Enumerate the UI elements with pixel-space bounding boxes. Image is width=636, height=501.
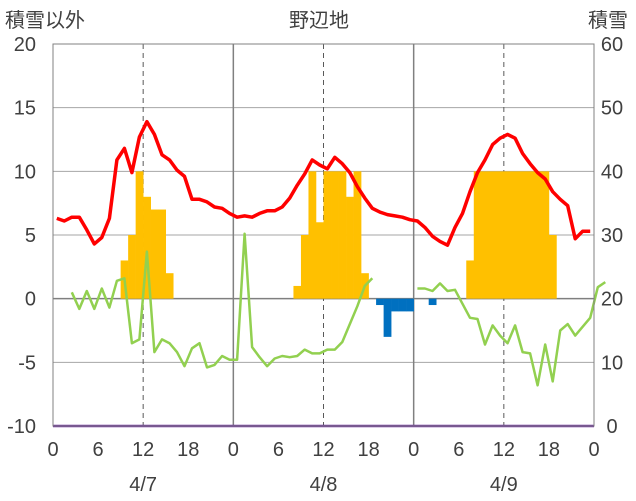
x-hour-tick-label: 0	[588, 439, 599, 461]
bar-1	[383, 298, 392, 337]
plot-frame	[52, 43, 595, 427]
y-right-tick-label: 10	[601, 352, 623, 374]
bar-0	[135, 171, 144, 299]
bar-layer	[120, 171, 557, 337]
bar-1	[406, 298, 414, 312]
bar-0	[300, 235, 309, 299]
bar-0	[353, 171, 362, 299]
y-right-tick-label: 40	[601, 161, 623, 183]
bar-1	[428, 298, 437, 306]
bar-0	[488, 171, 497, 299]
bar-0	[473, 171, 482, 299]
bar-0	[346, 196, 354, 299]
bar-0	[165, 273, 174, 299]
x-hour-tick-label: 6	[93, 439, 104, 461]
x-hour-tick-label: 12	[312, 439, 334, 461]
y-left-tick-label: 0	[25, 289, 36, 311]
bar-0	[466, 260, 475, 299]
bar-0	[150, 209, 159, 299]
bar-0	[503, 171, 512, 299]
y-left-tick-label: -10	[7, 416, 36, 438]
y-right-tick-label: 50	[601, 98, 623, 120]
bar-1	[376, 298, 384, 306]
y-left-tick-label: 20	[14, 34, 36, 56]
y-right-tick-label: 0	[606, 416, 617, 438]
y-left-tick-label: 5	[25, 225, 36, 247]
x-hour-tick-label: 18	[538, 439, 560, 461]
chart-title: 野辺地	[289, 9, 349, 32]
date-label: 4/7	[129, 474, 157, 496]
series-line-2	[56, 119, 591, 247]
x-hour-tick-label: 0	[47, 439, 58, 461]
right-axis-label: 積雪	[588, 9, 628, 32]
y-left-tick-label: -5	[18, 352, 36, 374]
bar-0	[143, 196, 151, 299]
bar-0	[526, 171, 535, 299]
x-hour-tick-label: 18	[177, 439, 199, 461]
x-hour-tick-label: 0	[228, 439, 239, 461]
bar-0	[496, 171, 505, 299]
x-hour-tick-label: 6	[273, 439, 284, 461]
bar-1	[391, 298, 399, 312]
bar-0	[308, 171, 317, 299]
bar-0	[331, 171, 339, 299]
bar-0	[533, 171, 542, 299]
bar-0	[481, 171, 490, 299]
bar-0	[511, 171, 520, 299]
y-right-tick-label: 20	[601, 289, 623, 311]
date-label: 4/9	[490, 474, 518, 496]
series-line-3	[70, 232, 607, 387]
bar-0	[315, 222, 324, 299]
bar-0	[338, 171, 347, 299]
left-axis-label: 積雪以外	[5, 9, 85, 32]
x-hour-tick-label: 12	[493, 439, 515, 461]
bar-0	[518, 171, 527, 299]
y-right-tick-label: 60	[601, 34, 623, 56]
date-label: 4/8	[310, 474, 338, 496]
y-left-tick-label: 10	[14, 161, 36, 183]
bar-1	[398, 298, 407, 312]
bar-0	[548, 235, 557, 299]
bar-0	[293, 285, 302, 299]
bar-0	[541, 171, 550, 299]
bar-0	[323, 171, 332, 299]
x-hour-tick-label: 12	[132, 439, 154, 461]
bar-0	[158, 209, 167, 299]
y-right-tick-label: 30	[601, 225, 623, 247]
x-hour-tick-label: 6	[453, 439, 464, 461]
y-left-tick-label: 15	[14, 98, 36, 120]
x-hour-tick-label: 18	[357, 439, 379, 461]
bar-0	[128, 235, 136, 299]
x-hour-tick-label: 0	[408, 439, 419, 461]
